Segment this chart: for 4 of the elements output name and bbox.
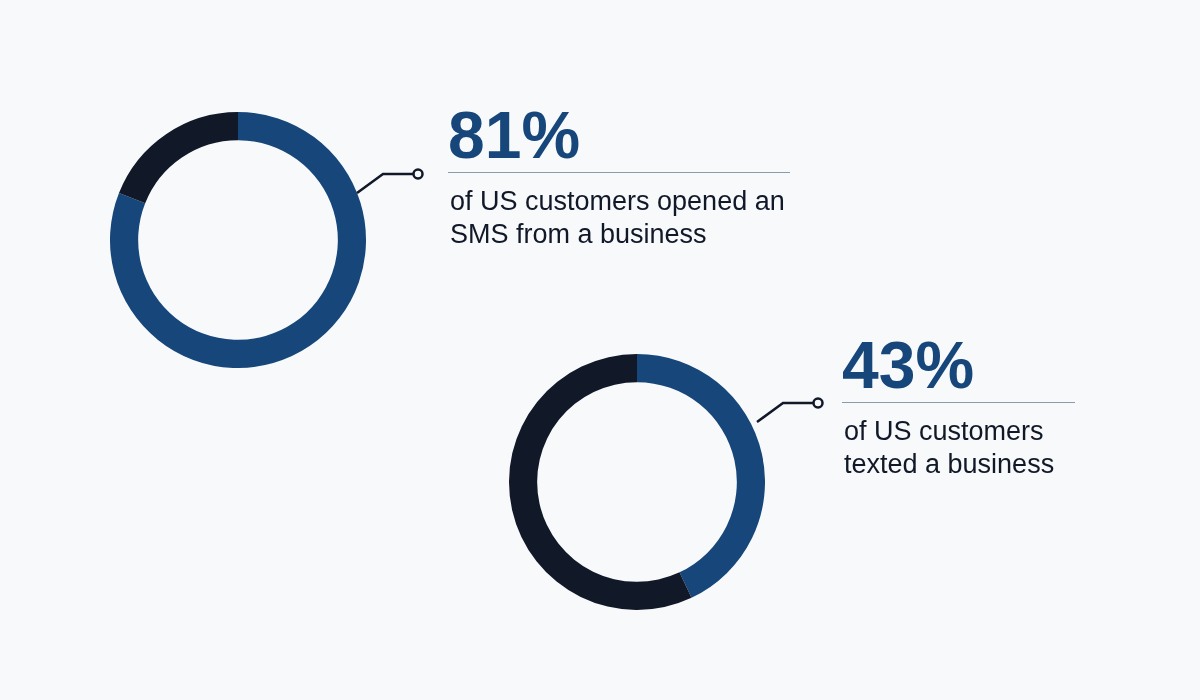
data-label: 81% xyxy=(448,98,581,172)
text: of US customers opened an SMS from a business xyxy=(450,185,786,251)
data-label: 43% xyxy=(842,328,975,402)
text: of US customers texted a business xyxy=(844,415,1056,481)
